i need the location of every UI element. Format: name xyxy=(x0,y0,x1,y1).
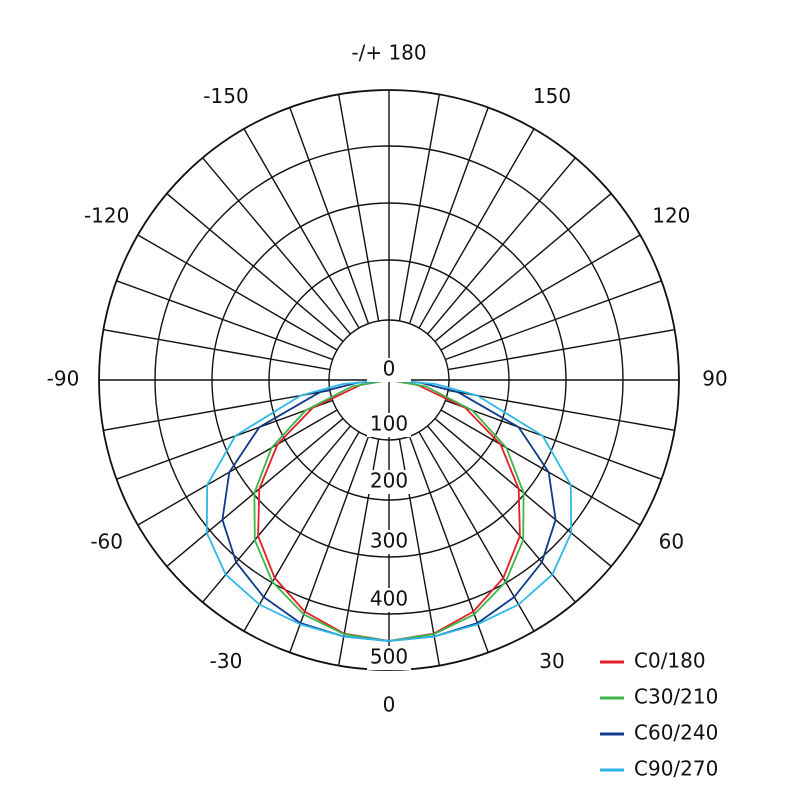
angle-tick-label: 0 xyxy=(383,693,396,717)
angle-tick-label: 90 xyxy=(702,367,727,391)
grid-spoke xyxy=(116,399,333,480)
grid-spoke xyxy=(434,193,612,342)
grid-spoke xyxy=(445,399,662,480)
legend-label: C0/180 xyxy=(634,649,706,673)
angle-tick-label: 150 xyxy=(533,84,571,108)
legend-label: C30/210 xyxy=(634,685,718,709)
angle-tick-label: -120 xyxy=(84,204,129,228)
grid-spoke xyxy=(408,436,489,653)
grid-spoke xyxy=(447,389,675,432)
radial-tick-label: 100 xyxy=(370,412,408,436)
radial-label-bg xyxy=(367,588,411,612)
angle-tick-label: 120 xyxy=(652,204,690,228)
grid-spoke xyxy=(166,193,344,342)
grid-spoke xyxy=(440,234,641,351)
angle-tick-label: -60 xyxy=(90,530,123,554)
radial-label-bg xyxy=(367,470,411,494)
grid-spoke xyxy=(398,94,441,322)
legend: C0/180 C30/210 C60/240 C90/270 xyxy=(600,649,718,781)
radial-tick-label: 400 xyxy=(370,587,408,611)
angle-tick-label: -30 xyxy=(210,649,243,673)
grid-spoke xyxy=(116,280,333,361)
series-line-c90-270 xyxy=(205,379,573,642)
radial-tick-label: 300 xyxy=(370,529,408,553)
angle-tick-label: -150 xyxy=(203,84,248,108)
grid-spoke xyxy=(243,128,360,329)
grid-spoke xyxy=(418,431,535,632)
angle-tick-label: 30 xyxy=(539,649,564,673)
grid-spoke xyxy=(137,409,338,526)
grid-spoke xyxy=(202,425,351,603)
grid-spoke xyxy=(440,409,641,526)
grid-spoke xyxy=(103,389,331,432)
axis-labels: 0 30 60 90 120 150 -/+ 180 -150 -120 -90 -60 -30 0 10… xyxy=(47,41,728,717)
grid-spoke xyxy=(137,234,338,351)
radial-tick-label: 500 xyxy=(370,645,408,669)
grid-spoke xyxy=(427,157,576,335)
grid-spoke xyxy=(289,436,370,653)
polar-grid xyxy=(98,89,680,671)
grid-spoke xyxy=(447,328,675,371)
grid-spoke xyxy=(337,94,380,322)
radial-label-bg xyxy=(367,646,411,670)
legend-label: C90/270 xyxy=(634,757,718,781)
angle-tick-label: 60 xyxy=(659,530,684,554)
grid-spoke xyxy=(202,157,351,335)
legend-label: C60/240 xyxy=(634,721,718,745)
angle-tick-label: -90 xyxy=(47,367,80,391)
radial-tick-label: 0 xyxy=(383,357,396,381)
grid-spoke xyxy=(408,107,489,324)
radial-label-bg xyxy=(367,530,411,554)
series-group xyxy=(205,379,573,642)
radial-label-bg xyxy=(367,358,411,382)
grid-spoke xyxy=(289,107,370,324)
grid-spoke xyxy=(103,328,331,371)
radial-label-bg xyxy=(367,413,411,437)
grid-spoke xyxy=(418,128,535,329)
grid-spoke xyxy=(243,431,360,632)
grid-spoke xyxy=(445,280,662,361)
radial-tick-label: 200 xyxy=(370,469,408,493)
angle-tick-label: -/+ 180 xyxy=(351,41,426,65)
grid-spoke xyxy=(427,425,576,603)
